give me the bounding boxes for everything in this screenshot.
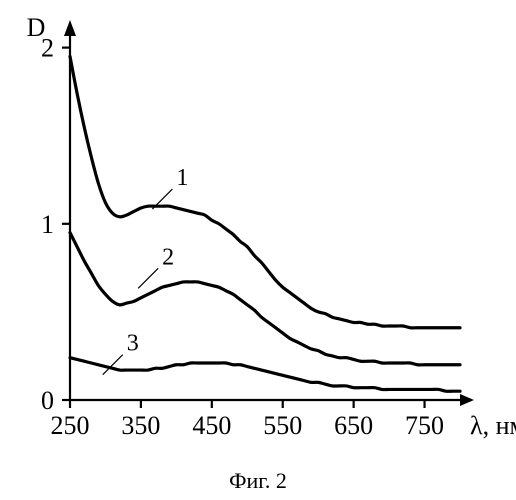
y-axis-label: D [27,13,46,42]
series-label-1: 1 [176,165,188,191]
x-tick-label: 450 [192,411,231,440]
figure-caption: Фиг. 2 [0,468,516,494]
x-tick-label: 650 [334,411,373,440]
chart-svg: 012250350450550650750Dλ, нм123 [0,0,516,500]
series-label-2: 2 [162,244,174,270]
figure-container: { "chart": { "type": "line", "y_axis_lab… [0,0,516,500]
x-tick-label: 550 [263,411,302,440]
series-line-1 [70,56,460,327]
x-tick-label: 350 [121,411,160,440]
series-label-3: 3 [127,331,139,357]
x-tick-label: 750 [405,411,444,440]
y-tick-label: 1 [41,210,54,239]
x-tick-label: 250 [51,411,90,440]
x-axis-label: λ, нм [470,411,516,440]
